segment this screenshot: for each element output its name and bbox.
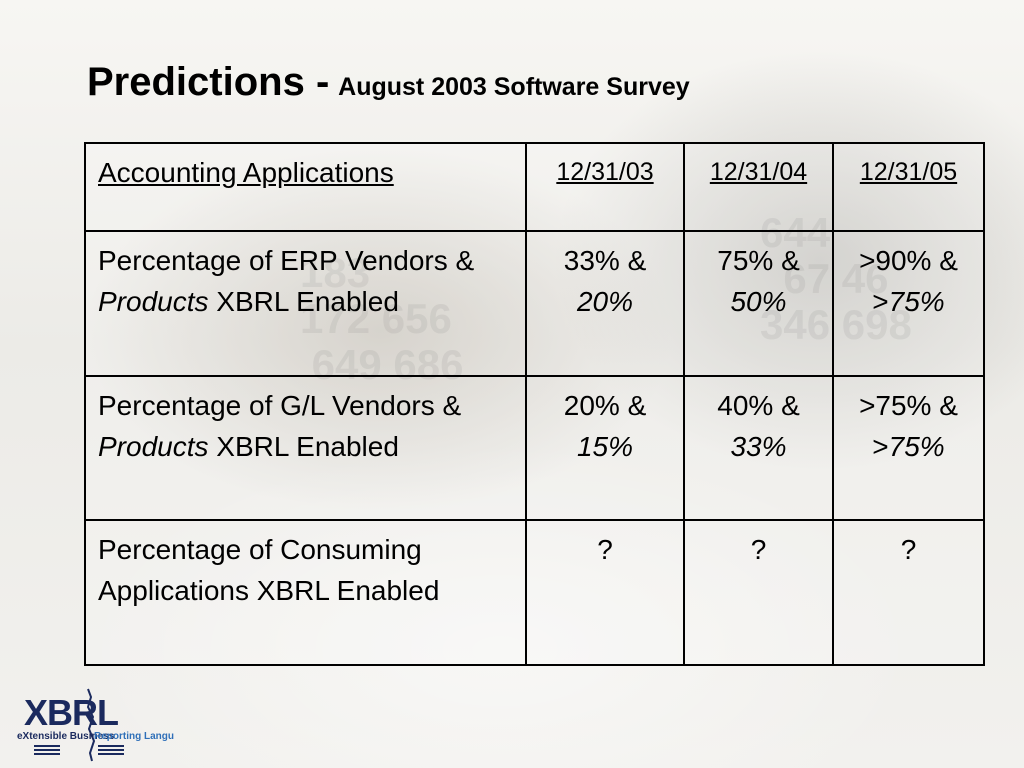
row-label-erp: Percentage of ERP Vendors & Products XBR… — [84, 230, 527, 377]
logo-swoosh-icon — [86, 688, 96, 762]
header-date-2004: 12/31/04 — [683, 141, 834, 233]
cell-consuming-2003: ? — [525, 519, 685, 666]
cell-erp-2005: >90% & >75% — [832, 230, 985, 377]
slide-title: Predictions - August 2003 Software Surve… — [87, 60, 690, 105]
header-date-2005: 12/31/05 — [832, 141, 985, 233]
xbrl-logo: XBRL eXtensible Business Reporting Langu… — [17, 688, 174, 762]
cell-gl-2004: 40% & 33% — [683, 374, 834, 522]
logo-wordmark: XBRL — [24, 692, 118, 733]
title-subtitle: August 2003 Software Survey — [338, 73, 690, 101]
logo-tagline-left: eXtensible Business — [17, 731, 115, 742]
cell-erp-2004: 75% & 50% — [683, 230, 834, 377]
table-header-row: Accounting Applications 12/31/03 12/31/0… — [84, 141, 985, 233]
table-row-erp: Percentage of ERP Vendors & Products XBR… — [84, 230, 985, 377]
header-accounting-applications: Accounting Applications — [84, 141, 527, 233]
header-date-2003: 12/31/03 — [525, 141, 685, 233]
cell-erp-2003: 33% & 20% — [525, 230, 685, 377]
cell-gl-2005: >75% & >75% — [832, 374, 985, 522]
table-row-consuming: Percentage of Consuming Applications XBR… — [84, 519, 985, 666]
cell-consuming-2004: ? — [683, 519, 834, 666]
cell-consuming-2005: ? — [832, 519, 985, 666]
predictions-table: Accounting Applications 12/31/03 12/31/0… — [84, 141, 985, 666]
row-label-gl: Percentage of G/L Vendors & Products XBR… — [84, 374, 527, 522]
logo-tagline-right: Reporting Language — [94, 731, 174, 742]
logo-stripes-icon — [34, 745, 124, 755]
row-label-consuming: Percentage of Consuming Applications XBR… — [84, 519, 527, 666]
table-row-gl: Percentage of G/L Vendors & Products XBR… — [84, 374, 985, 522]
title-main: Predictions - — [87, 60, 330, 104]
cell-gl-2003: 20% & 15% — [525, 374, 685, 522]
